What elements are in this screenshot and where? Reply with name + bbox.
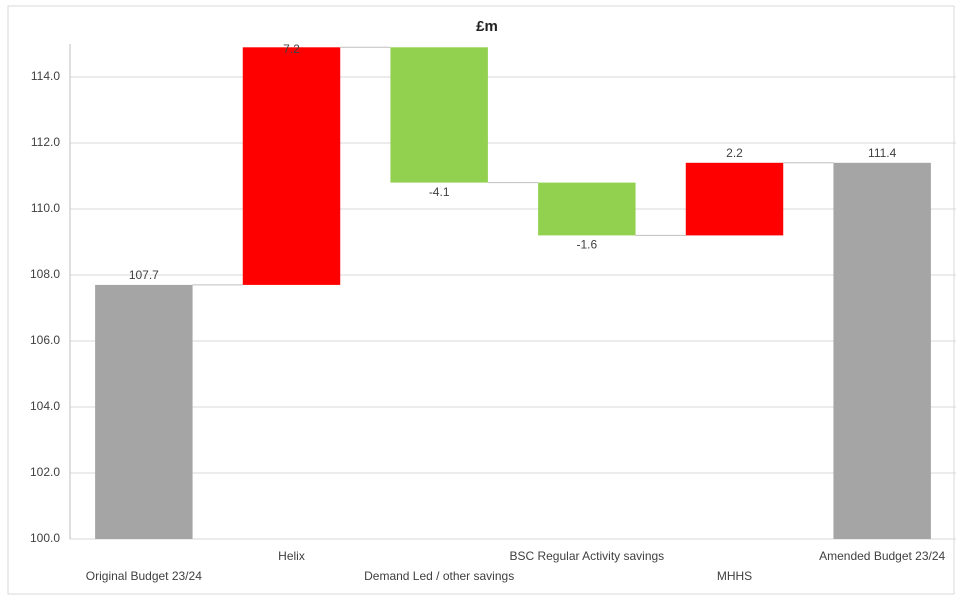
x-tick-label: Original Budget 23/24 <box>86 569 202 583</box>
data-label: -4.1 <box>429 185 450 199</box>
y-tick-label: 114.0 <box>31 69 60 83</box>
data-label: 2.2 <box>726 146 743 160</box>
data-label: 7.2 <box>283 42 300 56</box>
y-tick-label: 106.0 <box>30 333 60 347</box>
bar <box>833 162 931 540</box>
y-tick-label: 100.0 <box>30 531 60 545</box>
x-tick-label: Helix <box>278 549 305 563</box>
x-tick-label: Demand Led / other savings <box>364 569 514 583</box>
x-tick-label: BSC Regular Activity savings <box>509 549 664 563</box>
data-label: 107.7 <box>129 268 159 282</box>
bar <box>95 284 193 539</box>
y-tick-label: 102.0 <box>30 465 60 479</box>
x-tick-label: Amended Budget 23/24 <box>819 549 945 563</box>
x-tick-label: MHHS <box>717 569 752 583</box>
data-label: 111.4 <box>868 146 897 160</box>
data-label: -1.6 <box>576 238 597 252</box>
bar <box>538 182 636 236</box>
y-tick-label: 104.0 <box>30 399 60 413</box>
y-tick-label: 112.0 <box>31 135 60 149</box>
y-tick-label: 108.0 <box>30 267 60 281</box>
y-tick-label: 110.0 <box>31 201 60 215</box>
chart-title: £m <box>476 18 498 35</box>
bar <box>685 162 784 236</box>
bar <box>242 47 341 285</box>
bar <box>390 47 488 183</box>
